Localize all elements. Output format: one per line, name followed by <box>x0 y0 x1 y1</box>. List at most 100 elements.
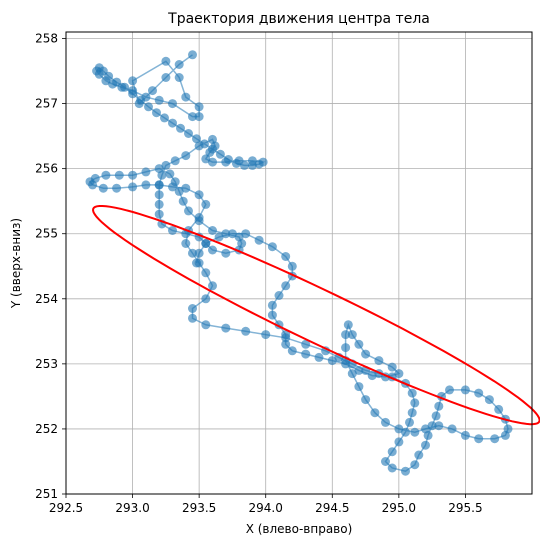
trajectory-point <box>176 123 185 133</box>
trajectory-point <box>267 310 277 320</box>
trajectory-point <box>88 180 98 190</box>
trajectory-point <box>221 157 231 167</box>
y-tick-label: 254 <box>35 292 58 306</box>
trajectory-point <box>241 326 251 336</box>
trajectory-point <box>168 118 177 128</box>
trajectory-point <box>241 229 251 239</box>
trajectory-point <box>484 395 494 405</box>
trajectory-point <box>258 157 268 167</box>
y-tick-label: 252 <box>35 422 58 436</box>
trajectory-point <box>181 151 191 161</box>
trajectory-point <box>410 460 420 470</box>
trajectory-point <box>170 156 180 166</box>
trajectory-point <box>120 82 130 92</box>
trajectory-point <box>410 398 420 408</box>
trajectory-point <box>208 281 217 291</box>
trajectory-point <box>194 213 204 222</box>
trajectory-point <box>387 362 397 372</box>
trajectory-point <box>247 156 257 166</box>
trajectory-point <box>114 170 124 180</box>
trajectory-point <box>221 229 231 239</box>
y-tick-label: 256 <box>35 162 58 176</box>
trajectory-point <box>168 182 177 192</box>
trajectory-point <box>500 430 510 440</box>
trajectory-point <box>341 359 351 369</box>
trajectory-point <box>221 323 231 333</box>
x-axis-ticks: 292.5 293.0 293.5 294.0 294.5 295.0 295.5 <box>49 494 483 515</box>
trajectory-point <box>381 457 390 466</box>
x-tick-label: 294.0 <box>249 501 283 515</box>
trajectory-point <box>281 330 291 340</box>
trajectory-point <box>184 206 193 216</box>
trajectory-point <box>431 411 441 421</box>
trajectory-point <box>144 102 153 112</box>
trajectory-point <box>184 129 193 138</box>
trajectory-point <box>287 261 297 271</box>
trajectory-point <box>201 154 211 164</box>
grid <box>65 32 532 495</box>
trajectory-point <box>154 199 164 209</box>
trajectory-point <box>168 226 177 235</box>
trajectory-point <box>174 60 184 69</box>
trajectory-point <box>354 382 364 392</box>
x-tick-label: 293.5 <box>182 501 216 515</box>
trajectory-point <box>205 147 215 157</box>
trajectory-point <box>381 417 390 427</box>
trajectory-point <box>201 268 211 278</box>
trajectory-point <box>192 134 201 144</box>
trajectory-point <box>374 356 384 366</box>
trajectory-point <box>370 408 380 418</box>
trajectory-point <box>387 463 397 473</box>
chart-title: Траектория движения центра тела <box>167 11 430 27</box>
trajectory-point <box>154 190 164 200</box>
trajectory-point <box>214 232 224 242</box>
trajectory-point <box>287 346 297 356</box>
trajectory-point <box>188 304 197 313</box>
trajectory-point <box>341 343 351 353</box>
trajectory-point <box>208 157 217 167</box>
trajectory-point <box>98 183 108 193</box>
plot-frame <box>65 31 533 495</box>
trajectory-point <box>274 291 284 300</box>
trajectory-point <box>227 229 237 239</box>
trajectory-point <box>361 395 371 405</box>
trajectory-point <box>201 294 211 304</box>
trajectory-point <box>447 424 457 434</box>
trajectory-point <box>414 450 424 460</box>
trajectory-point <box>407 408 417 418</box>
y-tick-label: 255 <box>35 227 58 241</box>
trajectory-point <box>194 112 204 122</box>
trajectory-point <box>301 349 311 359</box>
trajectory-point <box>387 447 397 457</box>
trajectory-point <box>281 252 291 261</box>
confidence-ellipse <box>92 205 540 426</box>
trajectory-point <box>421 440 430 450</box>
trajectory-point <box>152 108 161 118</box>
trajectory-point <box>445 385 454 395</box>
trajectory-point <box>407 388 417 398</box>
x-axis-label: X (влево-вправо) <box>246 522 353 536</box>
trajectory-point <box>460 430 470 440</box>
trajectory-point <box>168 99 177 109</box>
trajectory-point <box>354 365 364 375</box>
trajectory-point <box>188 112 197 122</box>
trajectory-point <box>347 330 357 340</box>
x-tick-label: 292.5 <box>49 501 83 515</box>
trajectory-point <box>267 242 277 252</box>
trajectory-point <box>394 369 404 379</box>
trajectory-point <box>354 339 364 349</box>
trajectory-point <box>261 330 271 340</box>
trajectory-point <box>341 330 351 340</box>
trajectory-point <box>141 167 151 177</box>
trajectory-point <box>188 313 197 323</box>
trajectory-point <box>128 182 138 192</box>
trajectory-point <box>474 388 484 398</box>
trajectory-point <box>188 248 197 258</box>
y-tick-label: 253 <box>35 357 58 371</box>
trajectory-point <box>215 149 225 159</box>
trajectory-point <box>188 50 197 60</box>
trajectory-point <box>208 226 217 235</box>
y-axis-label: Y (вверх-вниз) <box>9 218 23 309</box>
trajectory-point <box>160 113 169 123</box>
